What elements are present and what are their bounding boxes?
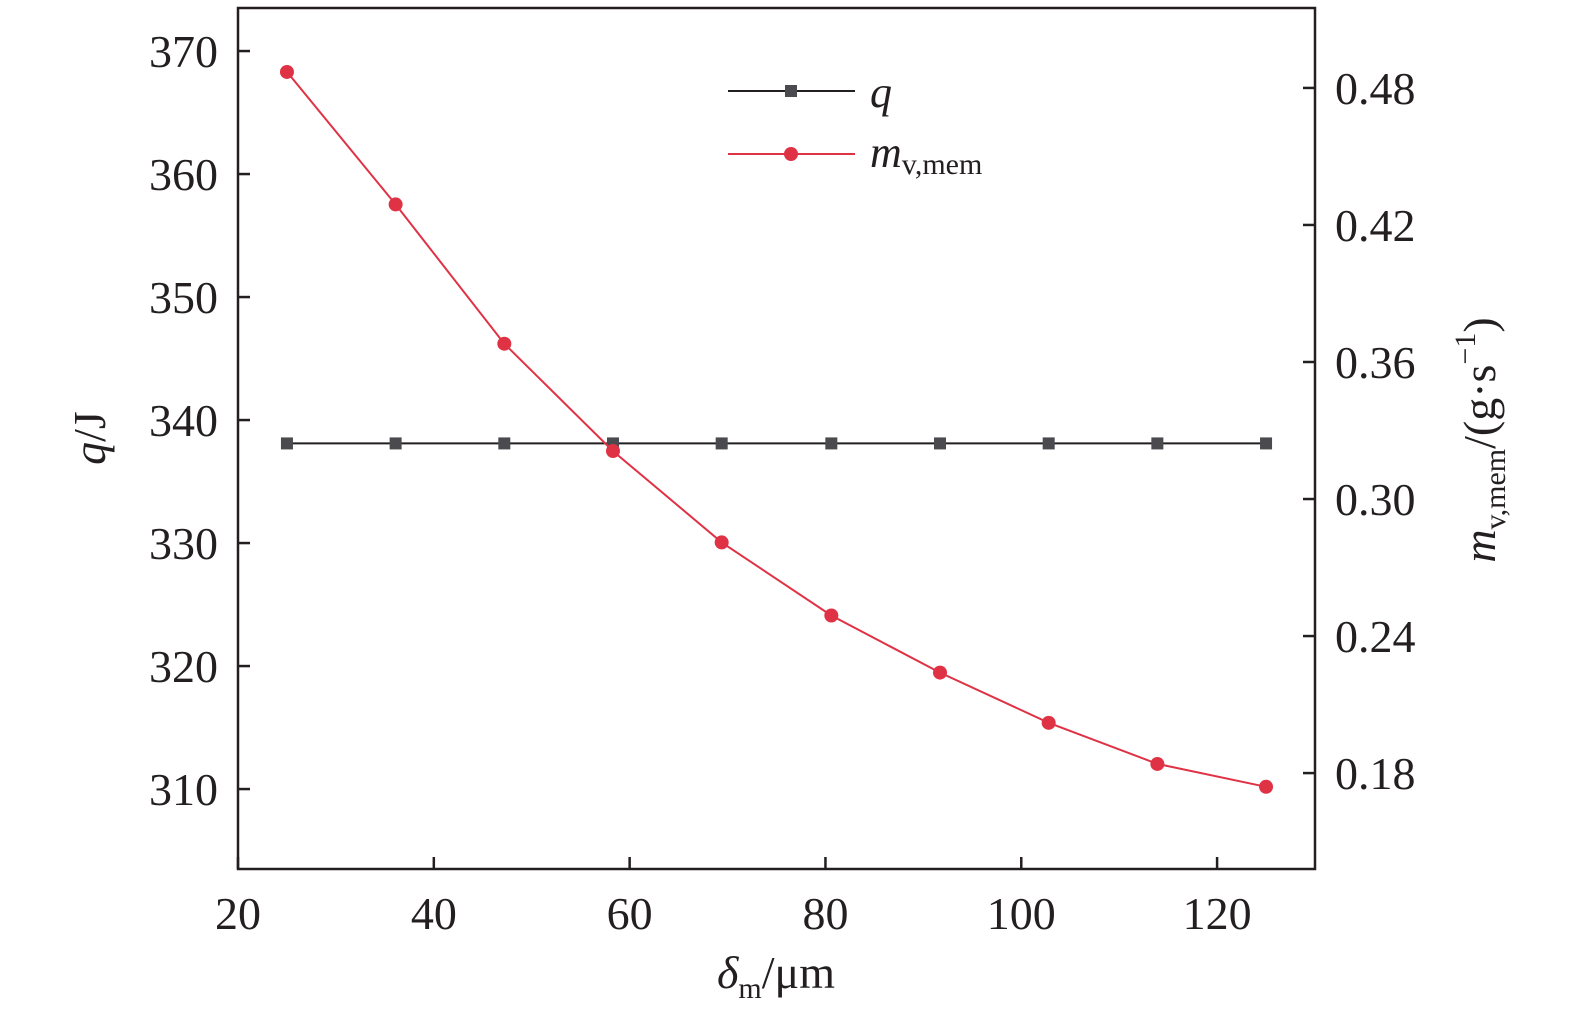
legend-q-label: q (870, 68, 892, 117)
series-mvmem-point (1041, 715, 1056, 730)
series-q-point (1260, 437, 1273, 450)
legend-mvmem-symbol: m (870, 128, 902, 177)
x-axis-title-symbol: δ (717, 947, 739, 998)
series-q-point (389, 437, 402, 450)
series-q-point (1151, 437, 1164, 450)
series-mvmem-point (714, 535, 729, 550)
right-y-tick-label: 0.30 (1335, 474, 1416, 525)
series-mvmem-point (605, 444, 620, 459)
x-tick-label: 120 (1183, 888, 1252, 939)
right-y-axis-title-unit: /(g·s (1454, 365, 1505, 449)
left-y-tick-label: 370 (149, 26, 218, 77)
series-q-point (934, 437, 947, 450)
right-y-tick-label: 0.24 (1335, 611, 1416, 662)
series-mvmem-point (388, 197, 403, 212)
legend-mvmem-label: mv,mem (870, 128, 982, 181)
x-tick-label: 100 (987, 888, 1056, 939)
series-q-point (715, 437, 728, 450)
series-mvmem-point (1259, 779, 1274, 794)
series-q-point (825, 437, 838, 450)
series-mvmem-point (497, 336, 512, 351)
series-mvmem-line (286, 71, 1267, 788)
left-y-axis-title-unit: /J (64, 411, 115, 442)
series-mvmem-point (279, 64, 294, 79)
series-mvmem-point (933, 665, 948, 680)
x-axis-title-unit: /μm (762, 947, 835, 998)
series-q-point (1042, 437, 1055, 450)
left-y-axis-title: q/J (64, 411, 115, 465)
series-q-point (498, 437, 511, 450)
left-y-tick-label: 310 (149, 764, 218, 815)
legend: q mv,mem (728, 68, 982, 181)
series-layer (279, 64, 1274, 794)
x-axis-title: δm/μm (717, 947, 835, 1005)
left-y-axis-title-symbol: q (64, 442, 115, 465)
series-mvmem-point (824, 608, 839, 623)
x-tick-label: 40 (411, 888, 457, 939)
legend-entry-mvmem: mv,mem (728, 128, 982, 181)
x-tick-label: 80 (802, 888, 848, 939)
right-y-axis-title-close: ) (1454, 317, 1505, 332)
right-y-tick-label: 0.42 (1335, 200, 1416, 251)
right-y-tick-label: 0.48 (1335, 63, 1416, 114)
left-y-tick-label: 360 (149, 149, 218, 200)
left-y-tick-label: 340 (149, 395, 218, 446)
x-axis-ticks: 20 40 60 80 100 120 (215, 857, 1252, 939)
left-y-tick-label: 350 (149, 272, 218, 323)
right-y-axis-title-superscript: −1 (1449, 333, 1482, 365)
left-y-tick-label: 320 (149, 641, 218, 692)
legend-q-marker (785, 85, 797, 97)
right-y-tick-label: 0.36 (1335, 337, 1416, 388)
right-y-tick-label: 0.18 (1335, 748, 1416, 799)
left-y-axis-ticks: 310 320 330 340 350 360 370 (149, 26, 250, 815)
series-q-point (280, 437, 293, 450)
right-y-axis-title-subscript: v,mem (1479, 449, 1512, 530)
legend-mvmem-subscript: v,mem (902, 148, 983, 181)
right-y-axis-ticks: 0.18 0.24 0.30 0.36 0.42 0.48 (1303, 63, 1416, 799)
series-mvmem-point (1150, 756, 1165, 771)
right-y-axis-title: mv,mem/(g·s−1) (1449, 317, 1512, 562)
x-tick-label: 20 (215, 888, 261, 939)
right-y-axis-title-symbol: m (1454, 529, 1505, 562)
legend-mvmem-marker (784, 147, 798, 161)
left-y-tick-label: 330 (149, 518, 218, 569)
x-tick-label: 60 (607, 888, 653, 939)
x-axis-title-subscript: m (738, 972, 761, 1005)
legend-entry-q: q (728, 68, 892, 117)
plot-frame (236, 6, 1317, 871)
